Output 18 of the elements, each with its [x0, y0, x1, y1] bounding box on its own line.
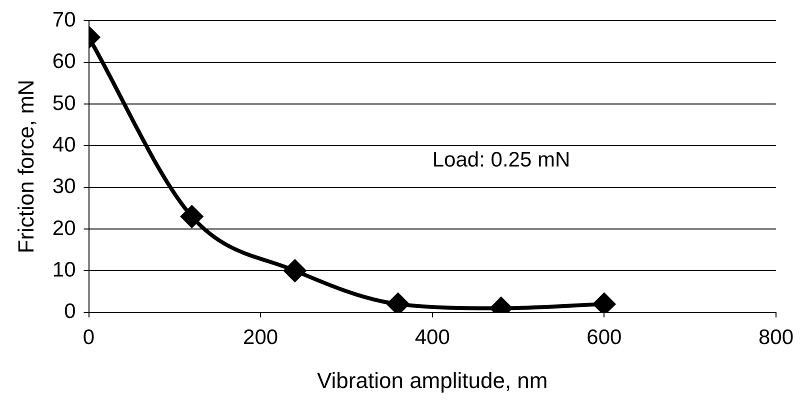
y-tick-label: 40	[52, 133, 76, 156]
x-axis-title: Vibration amplitude, nm	[317, 368, 548, 393]
y-tick-label: 0	[64, 300, 76, 324]
y-tick-label: 70	[52, 8, 76, 32]
x-tick-label: 600	[586, 326, 622, 349]
x-tick-label: 0	[82, 326, 95, 349]
y-tick-label: 20	[52, 216, 76, 240]
y-tick-label: 10	[52, 258, 76, 282]
y-tick-label: 30	[52, 175, 76, 198]
point	[180, 206, 203, 228]
y-tick-label: 50	[52, 92, 76, 115]
y-tick-label: 60	[52, 50, 76, 74]
point	[284, 260, 306, 282]
annotation: Load: 0.25 mN	[432, 148, 570, 172]
x-tick-label: 400	[414, 326, 450, 349]
x-tick-label: 800	[758, 326, 794, 349]
y-axis-title: Friction force, mN	[13, 80, 38, 254]
x-tick-label: 200	[243, 326, 278, 349]
